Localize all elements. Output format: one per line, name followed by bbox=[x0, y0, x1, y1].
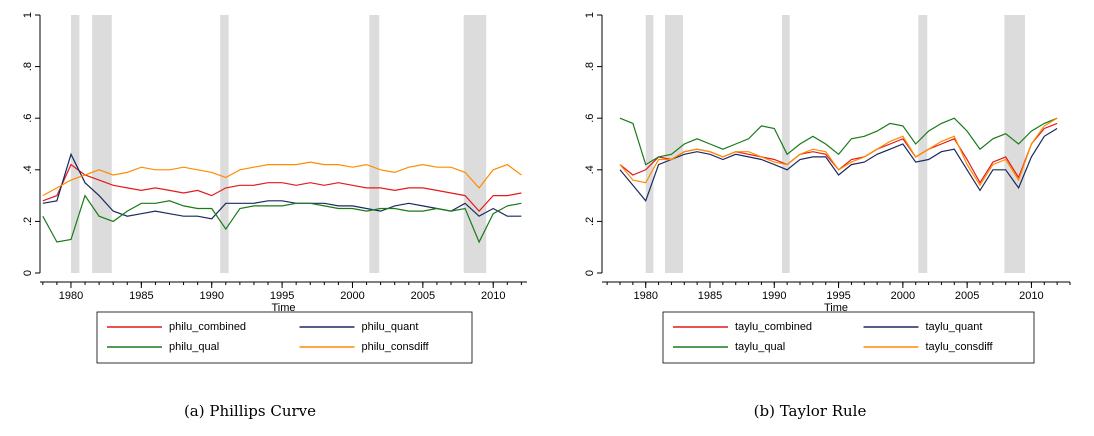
legend-label: taylu_consdiff bbox=[926, 341, 994, 353]
x-tick-label: 1985 bbox=[698, 290, 722, 302]
recession-band bbox=[665, 15, 683, 273]
x-tick-label: 1980 bbox=[59, 290, 83, 302]
y-tick-label: .6 bbox=[22, 114, 34, 123]
recession-band bbox=[369, 15, 380, 273]
caption: (b) Taylor Rule bbox=[754, 402, 867, 420]
x-axis-label: Time bbox=[824, 302, 848, 314]
x-tick-label: 1980 bbox=[633, 290, 657, 302]
y-tick-label: .8 bbox=[22, 62, 34, 71]
x-axis-label: Time bbox=[271, 302, 295, 314]
x-tick-label: 2010 bbox=[481, 290, 505, 302]
series-line bbox=[619, 117, 1058, 166]
caption: (a) Phillips Curve bbox=[184, 402, 316, 420]
series-line bbox=[42, 161, 522, 197]
y-tick-label: .4 bbox=[584, 165, 596, 174]
y-tick-label: .6 bbox=[584, 114, 596, 123]
legend-label: philu_consdiff bbox=[362, 341, 430, 353]
y-tick-label: 0 bbox=[584, 270, 596, 276]
y-tick-label: .2 bbox=[22, 217, 34, 226]
y-tick-label: .2 bbox=[584, 217, 596, 226]
series-line bbox=[42, 152, 522, 220]
x-tick-label: 1995 bbox=[270, 290, 294, 302]
y-tick-label: 0 bbox=[22, 270, 34, 276]
series-line bbox=[619, 117, 1058, 187]
y-tick-label: 1 bbox=[584, 12, 596, 18]
x-tick-label: 1990 bbox=[199, 290, 223, 302]
legend-box bbox=[662, 311, 1035, 364]
legend-label: philu_combined bbox=[169, 321, 246, 333]
legend-label: taylu_qual bbox=[735, 341, 785, 353]
x-tick-label: 2005 bbox=[411, 290, 435, 302]
x-tick-label: 1990 bbox=[762, 290, 786, 302]
y-tick-label: .8 bbox=[584, 62, 596, 71]
x-tick-label: 2000 bbox=[340, 290, 364, 302]
legend-label: taylu_quant bbox=[926, 321, 983, 333]
x-tick-label: 1995 bbox=[826, 290, 850, 302]
recession-band bbox=[645, 15, 654, 273]
y-tick-label: 1 bbox=[22, 12, 34, 18]
recession-band bbox=[92, 15, 112, 273]
x-tick-label: 2010 bbox=[1019, 290, 1043, 302]
series-line bbox=[619, 122, 1058, 184]
x-tick-label: 1985 bbox=[129, 290, 153, 302]
series-line bbox=[42, 163, 522, 212]
recession-band bbox=[782, 15, 790, 273]
series-line bbox=[619, 127, 1058, 202]
recession-band bbox=[918, 15, 928, 273]
series-line bbox=[42, 194, 522, 244]
x-tick-label: 2005 bbox=[955, 290, 979, 302]
recession-band bbox=[1004, 15, 1025, 273]
legend-label: philu_qual bbox=[169, 341, 219, 353]
recession-band bbox=[70, 15, 80, 273]
legend-label: taylu_combined bbox=[735, 321, 812, 333]
legend-label: philu_quant bbox=[362, 321, 419, 333]
recession-band bbox=[220, 15, 229, 273]
legend-box bbox=[96, 311, 473, 364]
y-tick-label: .4 bbox=[22, 165, 34, 174]
recession-band bbox=[463, 15, 487, 273]
x-tick-label: 2000 bbox=[891, 290, 915, 302]
